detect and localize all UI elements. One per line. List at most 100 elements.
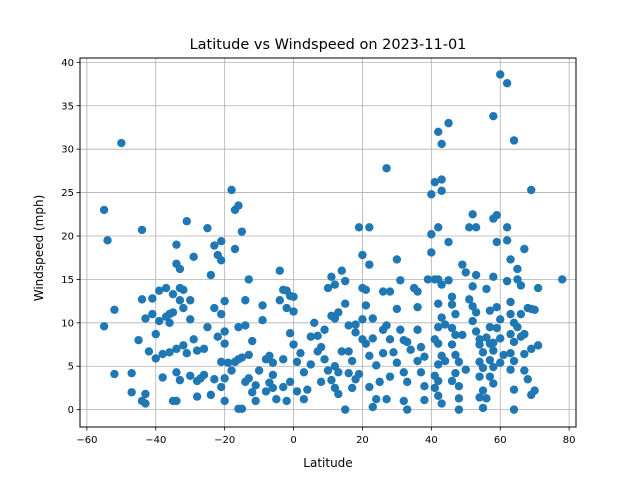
data-point — [213, 332, 222, 341]
data-point — [478, 348, 488, 357]
data-point — [165, 348, 174, 357]
data-point — [186, 371, 195, 380]
data-point — [347, 356, 357, 366]
data-point — [186, 296, 195, 305]
data-point — [365, 382, 374, 392]
data-point — [268, 358, 278, 367]
data-point — [447, 292, 457, 301]
data-point — [368, 314, 377, 323]
data-point — [282, 303, 291, 313]
data-point — [223, 358, 233, 367]
data-point — [444, 276, 453, 285]
data-point — [478, 386, 488, 395]
data-point — [323, 366, 333, 375]
data-point — [502, 276, 512, 286]
data-point — [496, 315, 505, 324]
data-point — [179, 341, 188, 350]
data-point — [285, 329, 295, 338]
data-point — [327, 375, 336, 385]
data-point — [158, 373, 167, 382]
scatter-points — [99, 70, 567, 414]
data-point — [509, 136, 519, 145]
data-point — [279, 382, 288, 392]
data-point — [299, 368, 309, 377]
data-point — [533, 283, 543, 293]
data-point — [475, 393, 484, 402]
data-point — [437, 186, 446, 196]
data-point — [244, 275, 253, 284]
plot-frame — [79, 57, 577, 428]
data-point — [365, 223, 374, 232]
data-point — [110, 369, 119, 379]
data-point — [509, 337, 519, 347]
data-point — [168, 308, 178, 317]
data-point — [365, 260, 374, 269]
data-point — [378, 287, 388, 296]
data-point — [513, 322, 522, 332]
data-point — [313, 347, 322, 356]
data-point — [299, 395, 309, 404]
data-point — [337, 266, 346, 275]
data-point — [475, 340, 484, 349]
data-point — [199, 370, 209, 380]
data-point — [275, 296, 284, 305]
data-point — [403, 337, 412, 347]
data-point — [437, 175, 446, 184]
data-point — [261, 387, 271, 396]
data-point — [375, 377, 384, 387]
data-point — [406, 345, 415, 354]
data-point — [344, 347, 353, 356]
data-point — [203, 322, 212, 332]
data-point — [434, 391, 443, 400]
data-point — [378, 349, 388, 358]
data-point — [499, 350, 508, 360]
data-point — [423, 275, 433, 284]
data-point — [155, 316, 164, 326]
data-point — [489, 338, 498, 347]
x-tick-label: 40 — [425, 435, 438, 446]
data-point — [482, 284, 491, 294]
data-point — [451, 309, 460, 319]
data-point — [151, 354, 160, 363]
data-point — [254, 366, 264, 375]
data-point — [440, 320, 450, 329]
data-point — [344, 321, 353, 330]
data-point — [241, 296, 250, 305]
data-point — [351, 328, 360, 337]
data-point — [344, 368, 353, 378]
data-point — [347, 383, 357, 393]
data-point — [172, 344, 181, 354]
data-point — [434, 360, 443, 369]
data-point — [99, 205, 109, 215]
data-point — [392, 304, 402, 314]
data-point — [461, 268, 470, 277]
data-point — [527, 390, 536, 400]
data-point — [489, 111, 498, 121]
data-point — [334, 308, 343, 317]
data-point — [275, 266, 284, 275]
data-point — [461, 365, 470, 374]
data-point — [447, 300, 457, 309]
data-point — [403, 405, 412, 414]
data-point — [434, 339, 443, 348]
data-point — [468, 282, 477, 291]
data-point — [358, 250, 367, 260]
data-point — [372, 395, 381, 404]
x-axis: −60 −40 −20 0 20 40 60 80 — [76, 427, 575, 446]
data-point — [489, 272, 498, 281]
data-point — [447, 323, 457, 333]
data-point — [210, 303, 219, 313]
data-point — [148, 294, 157, 303]
chart-title: Latitude vs Windspeed on 2023-11-01 — [190, 37, 467, 53]
data-point — [368, 334, 377, 343]
data-point — [447, 340, 457, 349]
data-point — [434, 376, 443, 386]
data-point — [186, 315, 195, 324]
data-point — [241, 321, 250, 330]
data-point — [451, 350, 460, 360]
y-tick-label: 10 — [61, 318, 74, 329]
data-point — [520, 366, 529, 375]
data-point — [527, 185, 536, 195]
data-point — [447, 376, 457, 386]
data-point — [175, 264, 185, 274]
